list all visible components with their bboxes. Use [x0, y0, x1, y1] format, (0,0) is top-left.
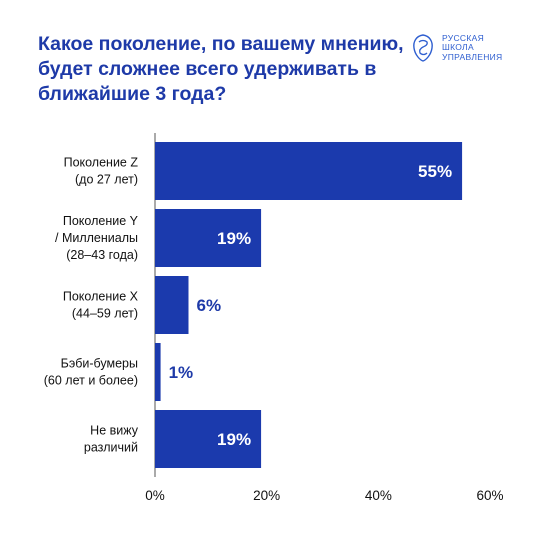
x-tick-label-1: 20%: [253, 488, 280, 503]
x-tick-label-0: 0%: [145, 488, 165, 503]
data-label-4: 19%: [217, 430, 251, 449]
x-tick-label-3: 60%: [476, 488, 503, 503]
x-tick-label-2: 40%: [365, 488, 392, 503]
bar-2: [155, 276, 189, 334]
category-label-2: Поколение X (44–59 лет): [63, 290, 139, 321]
logo-line: УПРАВЛЕНИЯ: [442, 51, 503, 62]
logo-emblem-icon: [413, 34, 433, 62]
data-label-3: 1%: [169, 363, 194, 382]
logo-line: ШКОЛА: [442, 42, 474, 53]
category-label-4: Не вижу различий: [84, 424, 139, 455]
bar-3: [155, 343, 161, 401]
logo: РУССКАЯ ШКОЛА УПРАВЛЕНИЯ: [410, 30, 503, 66]
bar-1: [155, 209, 262, 267]
category-label-3: Бэби-бумеры (60 лет и более): [44, 357, 138, 388]
bar-0: [155, 142, 463, 200]
category-label-0: Поколение Z (до 27 лет): [64, 156, 139, 187]
logo-line: РУССКАЯ: [442, 32, 485, 43]
data-label-2: 6%: [197, 296, 222, 315]
logo-text: РУССКАЯ ШКОЛА УПРАВЛЕНИЯ: [442, 32, 503, 63]
data-label-1: 19%: [217, 229, 251, 248]
category-label-1: Поколение Y / Миллениалы (28–43 года): [55, 214, 139, 262]
bar-4: [155, 410, 262, 468]
data-label-0: 55%: [418, 162, 452, 181]
chart-title: Какое поколение, по вашему мнению, будет…: [38, 33, 404, 105]
